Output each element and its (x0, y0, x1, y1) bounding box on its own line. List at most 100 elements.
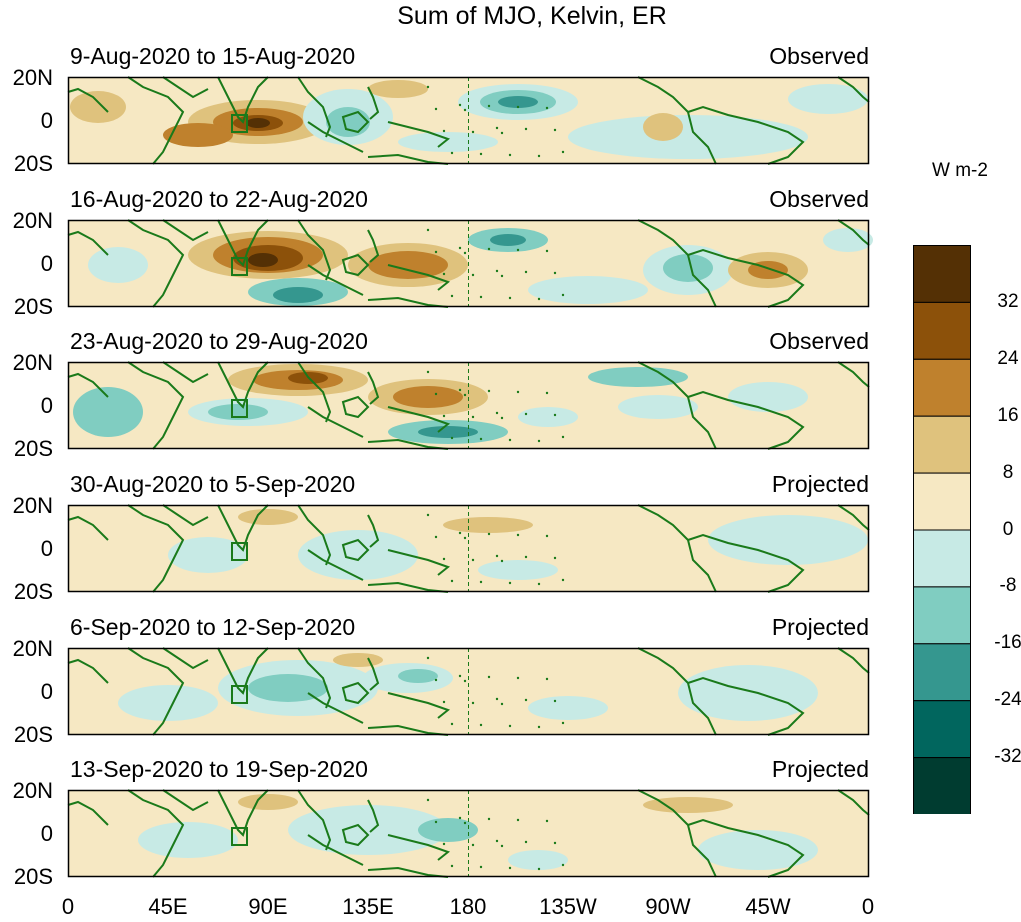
panel-date-range: 16-Aug-2020 to 22-Aug-2020 (70, 186, 368, 212)
longitude-label: 180 (449, 894, 487, 919)
island-dot (516, 676, 520, 680)
island-dot (463, 251, 467, 255)
latitude-label: 20S (13, 579, 53, 604)
island-dot (434, 678, 438, 682)
coastline (67, 230, 109, 256)
island-dot (553, 128, 557, 132)
longitude-label: 135E (342, 894, 394, 919)
island-dot (516, 105, 520, 109)
latitude-label: 20N (12, 350, 53, 375)
panel-date-range: 6-Sep-2020 to 12-Sep-2020 (70, 614, 356, 640)
colorbar-swatch (913, 415, 971, 474)
island-dot (553, 271, 557, 275)
island-dot (516, 818, 520, 822)
coastline (297, 76, 332, 138)
island-dot (537, 297, 541, 301)
island-dot (495, 269, 499, 273)
coastline (341, 395, 370, 419)
island-dot (442, 557, 446, 561)
region-box (231, 827, 248, 846)
coastline (162, 219, 209, 242)
coastline (687, 682, 717, 736)
colorbar-tick-label: 0 (1002, 518, 1014, 540)
anomaly-map (67, 361, 870, 450)
island-dot (495, 697, 499, 701)
island-dot (561, 721, 565, 725)
island-dot (537, 439, 541, 443)
island-dot (434, 535, 438, 539)
coastline (127, 789, 185, 878)
island-dot (516, 390, 520, 394)
coastline (297, 504, 332, 566)
coastline (387, 406, 451, 433)
coastline (387, 264, 451, 291)
latitude-label: 20N (12, 778, 53, 803)
coastline (217, 361, 269, 409)
coastline (387, 834, 451, 861)
latitude-label: 0 (40, 108, 53, 133)
colorbar-swatch (913, 245, 971, 303)
coastline (297, 361, 332, 423)
island-dot (450, 722, 454, 726)
island-dot (495, 411, 499, 415)
coastline (837, 219, 870, 246)
coastline (162, 789, 209, 812)
island-dot (561, 150, 565, 154)
coastline (341, 681, 370, 705)
coastline (217, 504, 269, 552)
coastline (297, 219, 332, 281)
panel-date-range: 30-Aug-2020 to 5-Sep-2020 (70, 471, 356, 497)
island-dot (442, 272, 446, 276)
island-dot (508, 438, 512, 442)
coastline (341, 253, 370, 277)
region-box (231, 399, 248, 418)
island-dot (434, 392, 438, 396)
colorbar-swatch (913, 301, 971, 360)
island-dot (434, 820, 438, 824)
panel-status: Observed (769, 328, 869, 354)
colorbar (913, 245, 971, 814)
coastline (367, 371, 380, 405)
panel-status: Projected (771, 471, 869, 497)
island-dot (561, 293, 565, 297)
coastline (162, 361, 209, 384)
coastline (217, 789, 269, 837)
colorbar-tick-label: -32 (994, 746, 1021, 768)
island-dot (426, 798, 430, 802)
island-dot (463, 108, 467, 112)
map-panel-1: 9-Aug-2020 to 15-Aug-2020 Observed (67, 43, 870, 165)
island-dot (500, 416, 504, 420)
latitude-label: 20N (12, 208, 53, 233)
anomaly-map (67, 76, 870, 165)
island-dot (508, 296, 512, 300)
anomaly-map (67, 647, 870, 736)
map-frame (67, 76, 870, 165)
island-dot (442, 842, 446, 846)
colorbar-tick-label: 8 (1002, 461, 1014, 483)
latitude-label: 0 (40, 251, 53, 276)
coastline (307, 549, 364, 581)
anomaly-map (67, 219, 873, 308)
longitude-label: 0 (861, 894, 875, 919)
island-dot (487, 532, 491, 536)
map-panel-5: 6-Sep-2020 to 12-Sep-2020 Projected (67, 614, 870, 736)
island-dot (463, 393, 467, 397)
island-dot (516, 248, 520, 252)
latitude-label: 0 (40, 536, 53, 561)
island-dot (479, 295, 483, 299)
longitude-label: 90W (645, 894, 691, 919)
island-dot (458, 388, 462, 392)
coastline (127, 504, 185, 593)
colorbar-tick-label: 32 (997, 290, 1019, 312)
panel-status: Projected (771, 756, 869, 782)
coastline (67, 515, 109, 541)
island-dot (450, 151, 454, 155)
latitude-label: 20S (13, 151, 53, 176)
island-dot (479, 580, 483, 584)
island-dot (508, 866, 512, 870)
coastline (67, 658, 109, 684)
latitude-label: 0 (40, 393, 53, 418)
map-panel-4: 30-Aug-2020 to 5-Sep-2020 Projected (67, 471, 870, 593)
island-dot (471, 273, 475, 277)
colorbar-swatch (913, 643, 971, 702)
